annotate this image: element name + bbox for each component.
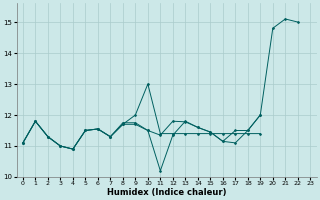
X-axis label: Humidex (Indice chaleur): Humidex (Indice chaleur) xyxy=(107,188,226,197)
